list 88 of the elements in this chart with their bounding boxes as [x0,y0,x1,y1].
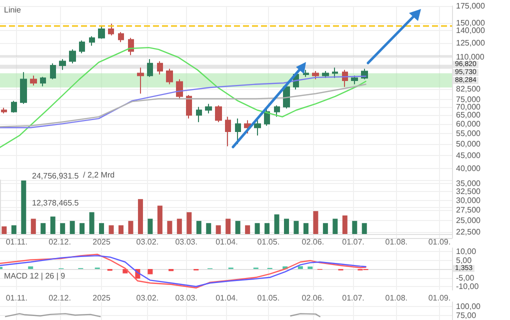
x-tick-label: 02.12. [48,238,71,246]
candlestick [332,67,338,79]
candlestick [303,69,309,78]
y-tick-label: 25,000 [456,216,482,225]
y-tick-label: 125,000 [456,38,486,48]
y-tick-label: 24,756,931.5 [32,172,80,180]
candlestick [312,70,319,80]
x-tick-label: 01.04. [216,294,238,302]
y-tick-label: 5,00 [456,256,472,265]
candlestick [351,75,358,85]
candlestick [59,58,66,70]
candlestick [69,48,76,64]
line-series [0,76,366,128]
candlestick [205,103,212,114]
y-tick-label: 175,000 [456,2,486,10]
y-tick-label: 110,000 [456,52,485,62]
y-tick-label: 75,00 [456,311,477,320]
candlestick [196,106,202,123]
y-tick-label: 60,000 [456,119,482,128]
candlestick [89,36,95,46]
candlestick [30,75,37,86]
x-tick-label: 2025 [92,294,111,302]
y-tick-label: 100,00 [456,302,482,311]
line-series [0,84,366,128]
y-tick-label: 32,500 [456,186,482,196]
y-tick-label: 12,378,465.5 [32,198,80,208]
y-tick-label: 35,000 [456,178,482,188]
y-tick-label: 70,000 [456,102,482,112]
x-tick-label: 03.03. [175,238,198,246]
y-tick-label: -5,00 [456,273,475,282]
candlestick [235,118,241,144]
annotation: / 2,2 Mrd [83,170,115,180]
y-tick-label: -10,00 [456,282,480,291]
x-tick-label: 03.03. [175,294,198,302]
x-tick-label: 2025 [92,238,111,246]
candlestick [40,76,46,87]
x-tick-label: 02.12. [48,294,71,302]
candlestick [118,32,124,43]
y-tick-label: 40,000 [456,164,482,174]
y-tick-label: 55,000 [456,129,482,138]
candlestick [50,62,56,80]
candlestick [186,94,192,120]
y-tick-label: 22,500 [456,227,482,236]
x-tick-label: 01.08. [385,238,408,246]
x-tick-label: 01.05. [257,294,280,302]
candlestick [274,104,280,118]
candlestick [20,72,27,104]
x-tick-label: 01.09. [428,238,451,246]
candlestick [147,58,153,78]
y-tick-label: 45,000 [456,151,482,160]
annotation: Linie [4,6,22,14]
candlestick [128,37,134,56]
candlestick [11,100,17,114]
candlestick [157,60,163,75]
line-series [0,46,366,148]
candlestick [215,104,222,123]
x-tick-label: 01.04. [216,238,238,246]
y-tick-label: 82,500 [456,84,482,94]
candlestick [254,120,261,136]
x-tick-label: 02.06. [302,238,324,246]
candlestick [322,70,329,79]
candlestick [225,116,231,147]
y-tick-label: 75,000 [456,94,482,104]
y-tick-label: 50,000 [456,140,482,148]
candlestick [98,25,105,40]
candlestick [1,107,7,114]
x-tick-label: 02.06. [302,294,324,302]
y-tick-label: 140,000 [456,26,486,36]
annotation: MACD 12 | 26 | 9 [4,272,66,280]
x-tick-label: 03.02. [136,294,159,302]
x-tick-label: 01.11. [6,294,28,302]
candlestick [108,23,114,36]
candlestick [137,67,144,94]
y-tick-label: 10,00 [456,247,477,256]
x-tick-label: 01.07. [342,238,364,246]
y-tick-label: 30,000 [456,196,482,205]
x-tick-label: 01.09. [428,294,451,302]
x-tick-label: 01.07. [342,294,364,302]
x-tick-label: 01.05. [257,238,280,246]
candlestick [166,68,173,85]
y-tick-label: 27,500 [456,205,482,214]
y-tick-label: 150,000 [456,18,486,28]
x-tick-label: 03.02. [136,238,159,246]
y-tick-label: 65,000 [456,110,482,120]
candlestick [176,78,183,100]
x-tick-label: 01.08. [385,294,408,302]
x-tick-label: 01.11. [6,238,28,246]
candlestick [79,40,85,54]
